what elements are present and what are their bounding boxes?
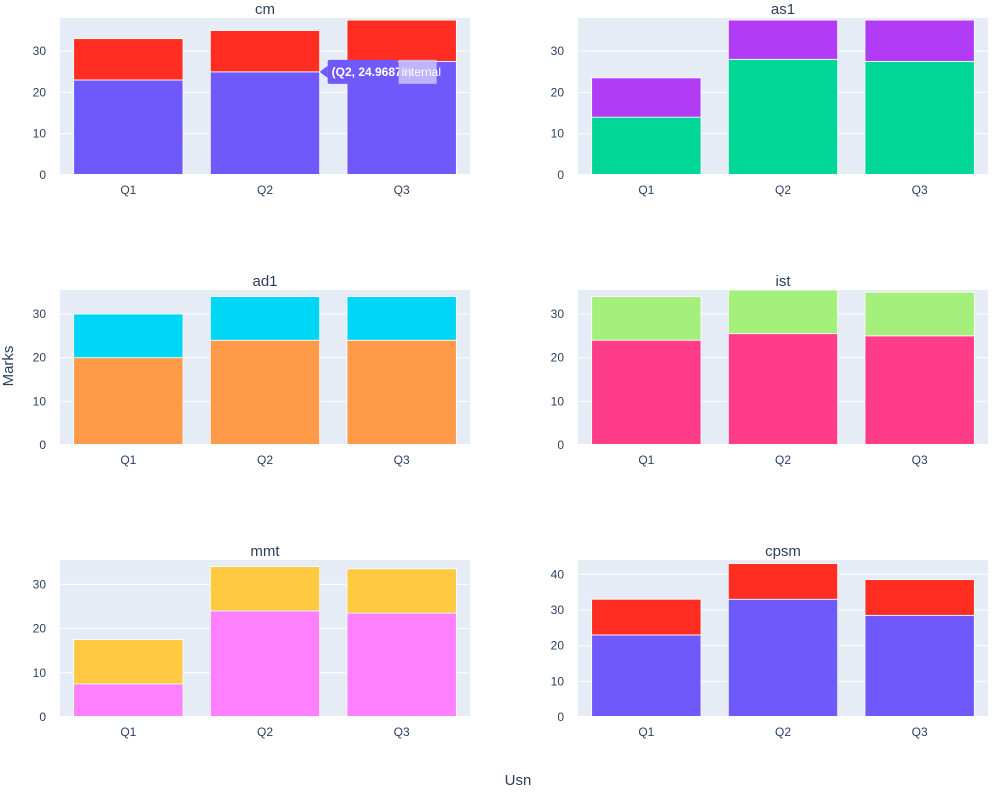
x-tick-label: Q3 bbox=[394, 453, 410, 467]
y-tick-label: 30 bbox=[33, 307, 47, 321]
bar-ad1-Q2-s1[interactable] bbox=[209, 296, 321, 341]
bar-cm-Q2-s0[interactable] bbox=[209, 71, 321, 176]
x-tick-label: Q1 bbox=[638, 183, 654, 197]
y-tick-label: 30 bbox=[33, 577, 47, 591]
x-tick-label: Q1 bbox=[120, 725, 136, 739]
y-tick-label: 20 bbox=[33, 622, 47, 636]
y-tick-label: 10 bbox=[551, 394, 565, 408]
y-tick-label: 30 bbox=[33, 44, 47, 58]
x-tick-label: Q2 bbox=[775, 183, 791, 197]
bar-mmt-Q3-s1[interactable] bbox=[346, 568, 457, 614]
subplot-title: ist bbox=[776, 273, 792, 290]
subplot-title: ad1 bbox=[252, 273, 277, 290]
x-tick-label: Q1 bbox=[120, 183, 136, 197]
x-tick-label: Q1 bbox=[638, 725, 654, 739]
tooltip-name-box bbox=[398, 59, 437, 84]
y-tick-label: 0 bbox=[39, 438, 46, 452]
subplot-mmt: 0 10 20 30 Q1 Q2 Q3 mmt bbox=[33, 543, 470, 739]
y-tick-label: 20 bbox=[551, 351, 565, 365]
subplot-ad1: 0 10 20 30 Q1 Q2 Q3 ad1 bbox=[33, 273, 470, 467]
x-tick-label: Q2 bbox=[775, 453, 791, 467]
y-tick-label: 30 bbox=[551, 44, 565, 58]
x-tick-label: Q2 bbox=[257, 453, 273, 467]
subplot-title: mmt bbox=[250, 543, 280, 560]
y-axis-title: Marks bbox=[0, 346, 17, 387]
x-tick-label: Q1 bbox=[120, 453, 136, 467]
bar-cpsm-Q1-s1[interactable] bbox=[591, 598, 702, 636]
bar-cpsm-Q3-s1[interactable] bbox=[864, 579, 975, 616]
bar-cpsm-Q3-s0[interactable] bbox=[864, 614, 975, 718]
bar-ad1-Q2-s0[interactable] bbox=[209, 339, 321, 446]
bar-ad1-Q3-s1[interactable] bbox=[346, 296, 457, 341]
x-tick-label: Q1 bbox=[638, 453, 654, 467]
bar-cpsm-Q1-s0[interactable] bbox=[591, 634, 702, 718]
bar-ist-Q1-s0[interactable] bbox=[591, 339, 702, 446]
subplot-title: as1 bbox=[771, 1, 795, 18]
x-tick-label: Q3 bbox=[912, 183, 928, 197]
bar-ist-Q2-s0[interactable] bbox=[727, 333, 839, 446]
x-tick-label: Q2 bbox=[257, 183, 273, 197]
subplot-cm: 0 10 20 30 Q1 Q2 Q3 cm bbox=[33, 1, 470, 197]
bar-as1-Q1-s0[interactable] bbox=[591, 116, 702, 176]
y-tick-label: 0 bbox=[557, 168, 564, 182]
bar-ist-Q3-s1[interactable] bbox=[864, 291, 975, 337]
y-tick-label: 0 bbox=[557, 710, 564, 724]
bar-ad1-Q1-s1[interactable] bbox=[73, 313, 184, 359]
bar-as1-Q3-s0[interactable] bbox=[864, 60, 975, 176]
bar-ist-Q2-s1[interactable] bbox=[727, 289, 839, 335]
bar-cm-Q1-s0[interactable] bbox=[73, 79, 184, 176]
y-tick-label: 20 bbox=[551, 639, 565, 653]
y-tick-label: 40 bbox=[551, 567, 565, 581]
bar-cpsm-Q2-s1[interactable] bbox=[727, 563, 839, 600]
tooltip-series-name: internal bbox=[402, 65, 441, 79]
bar-as1-Q2-s0[interactable] bbox=[727, 58, 839, 176]
subplot-ist: 0 10 20 30 Q1 Q2 Q3 ist bbox=[551, 273, 988, 467]
tooltip-value: (Q2, 24.96875) bbox=[332, 65, 413, 79]
bar-ist-Q3-s0[interactable] bbox=[864, 335, 975, 446]
bar-cm-Q1-s1[interactable] bbox=[73, 38, 184, 81]
bar-as1-Q2-s1[interactable] bbox=[727, 19, 839, 60]
y-tick-label: 0 bbox=[39, 710, 46, 724]
hover-tooltip: (Q2, 24.96875)internal bbox=[319, 59, 441, 84]
y-tick-label: 20 bbox=[33, 85, 47, 99]
subplot-as1: 0 10 20 30 Q1 Q2 Q3 as1 bbox=[551, 1, 988, 197]
x-axis-title: Usn bbox=[505, 772, 532, 789]
y-tick-label: 0 bbox=[39, 168, 46, 182]
y-tick-label: 0 bbox=[557, 438, 564, 452]
subplot-title: cpsm bbox=[765, 543, 801, 560]
bar-ad1-Q3-s0[interactable] bbox=[346, 339, 457, 446]
y-tick-label: 20 bbox=[551, 85, 565, 99]
x-tick-label: Q3 bbox=[912, 725, 928, 739]
bar-cpsm-Q2-s0[interactable] bbox=[727, 598, 839, 718]
y-tick-label: 30 bbox=[551, 603, 565, 617]
y-tick-label: 30 bbox=[551, 307, 565, 321]
bar-mmt-Q1-s1[interactable] bbox=[73, 639, 184, 685]
y-tick-label: 20 bbox=[33, 351, 47, 365]
y-tick-label: 10 bbox=[33, 666, 47, 680]
x-tick-label: Q2 bbox=[775, 725, 791, 739]
bar-ad1-Q1-s0[interactable] bbox=[73, 357, 184, 446]
x-tick-label: Q3 bbox=[912, 453, 928, 467]
bar-mmt-Q2-s0[interactable] bbox=[209, 610, 321, 718]
bar-cm-Q2-s1[interactable] bbox=[209, 30, 321, 73]
x-tick-label: Q3 bbox=[394, 725, 410, 739]
x-tick-label: Q3 bbox=[394, 183, 410, 197]
bar-mmt-Q3-s0[interactable] bbox=[346, 612, 457, 718]
y-tick-label: 10 bbox=[551, 674, 565, 688]
y-tick-label: 10 bbox=[33, 127, 47, 141]
bar-mmt-Q1-s0[interactable] bbox=[73, 683, 184, 718]
y-tick-label: 10 bbox=[551, 127, 565, 141]
subplot-cpsm: 0 10 20 30 40 Q1 Q2 Q3 cpsm bbox=[551, 543, 988, 739]
y-tick-label: 10 bbox=[33, 394, 47, 408]
bar-cm-Q3-s1[interactable] bbox=[346, 19, 457, 62]
tooltip-box bbox=[327, 59, 398, 84]
bar-mmt-Q2-s1[interactable] bbox=[209, 566, 321, 612]
bar-as1-Q1-s1[interactable] bbox=[591, 77, 702, 118]
x-tick-label: Q2 bbox=[257, 725, 273, 739]
subplot-title: cm bbox=[255, 1, 275, 18]
bar-as1-Q3-s1[interactable] bbox=[864, 19, 975, 62]
bar-ist-Q1-s1[interactable] bbox=[591, 296, 702, 341]
